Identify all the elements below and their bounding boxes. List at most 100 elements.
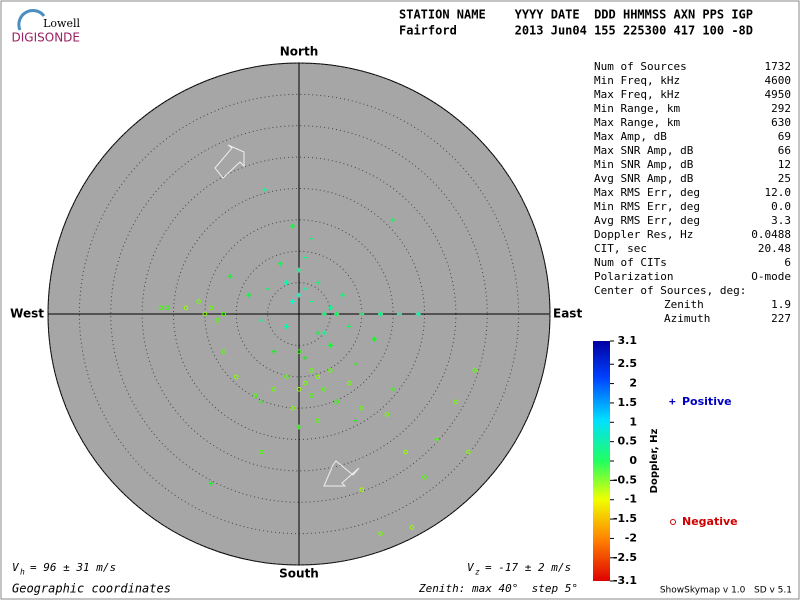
logo-bottom: DIGISONDE (12, 31, 80, 45)
stat-label: CIT, sec (594, 242, 647, 255)
source-positive (296, 267, 302, 273)
source-negative (221, 349, 226, 354)
source-positive (208, 480, 214, 486)
vz-text: = -17 ± 2 m/s (485, 561, 571, 574)
source-positive (415, 311, 421, 317)
stat-value: 69 (778, 130, 791, 143)
source-negative (328, 368, 333, 373)
zenith-info: Zenith: max 40° step 5° (418, 582, 578, 595)
source-positive (352, 418, 358, 424)
vh-sub: h (20, 568, 25, 577)
stat-label: Min SNR Amp, dB (594, 158, 694, 171)
source-positive (321, 330, 327, 336)
source-negative (215, 317, 220, 323)
source-negative (334, 399, 339, 405)
center-title: Center of Sources, deg: (594, 284, 746, 297)
colorbar-tick-label: 0 (629, 454, 637, 467)
source-positive (315, 330, 321, 336)
stat-label: Max RMS Err, deg (594, 186, 700, 199)
center-value: 1.9 (771, 298, 791, 311)
stat-value: 630 (771, 116, 791, 129)
colorbar-tick-label: -1 (625, 493, 637, 506)
legend-positive: Positive (682, 395, 732, 408)
stat-value: 3.3 (771, 214, 791, 227)
source-positive (262, 187, 268, 193)
stat-label: Avg SNR Amp, dB (594, 172, 694, 185)
source-negative (472, 368, 478, 373)
source-negative (359, 405, 365, 411)
center-label: Zenith (664, 298, 704, 311)
source-negative (409, 525, 415, 530)
stat-value: 12.0 (765, 186, 792, 199)
source-negative (196, 299, 201, 304)
source-positive (246, 292, 252, 298)
source-positive (352, 361, 358, 367)
source-positive (302, 255, 308, 261)
stat-label: Max SNR Amp, dB (594, 144, 694, 157)
vz-v: V (467, 561, 475, 574)
source-positive (296, 424, 302, 430)
source-positive (327, 305, 333, 311)
source-negative (164, 305, 170, 311)
source-positive (359, 311, 365, 317)
source-positive (396, 311, 402, 317)
vh-text: = 96 ± 31 m/s (30, 561, 116, 574)
stat-label: Polarization (594, 270, 673, 283)
colorbar-label: Doppler, Hz (649, 429, 660, 494)
coords: Geographic coordinates (12, 582, 171, 596)
header-row: Fairford 2013 Jun04 155 225300 417 100 -… (399, 24, 753, 38)
source-positive (258, 317, 264, 323)
source-positive (378, 311, 384, 317)
source-negative (271, 387, 277, 392)
source-negative (422, 474, 427, 480)
stat-value: 4950 (765, 88, 792, 101)
stat-label: Avg RMS Err, deg (594, 214, 700, 227)
source-negative (158, 305, 164, 311)
stat-label: Min Range, km (594, 102, 680, 115)
stat-value: 6 (784, 256, 791, 269)
source-positive (390, 217, 396, 223)
source-positive (371, 336, 377, 342)
stat-label: Doppler Res, Hz (594, 228, 693, 241)
source-negative (221, 311, 226, 317)
colorbar-tick-label: 2 (629, 377, 637, 390)
source-negative (296, 349, 302, 354)
colorbar-tick-label: 1 (629, 415, 637, 428)
source-positive (434, 437, 440, 442)
source-positive (302, 355, 308, 361)
stat-label: Min RMS Err, deg (594, 200, 700, 213)
dir-south: South (279, 567, 319, 581)
header-columns: STATION NAME YYYY DATE DDD HHMMSS AXN PP… (399, 8, 753, 22)
dir-east: East (553, 307, 582, 321)
stat-value: 1732 (765, 60, 792, 73)
source-positive (340, 292, 346, 298)
source-positive (296, 292, 302, 298)
colorbar-tick-label: -2 (625, 531, 637, 544)
arrow (323, 460, 360, 487)
stat-label: Min Freq, kHz (594, 74, 680, 87)
source-negative (466, 449, 471, 455)
stat-label: Max Freq, kHz (594, 88, 680, 101)
stat-value: 4600 (765, 74, 792, 87)
source-positive (327, 342, 333, 348)
source-positive (309, 236, 315, 242)
source-positive (290, 223, 296, 229)
colorbar-tick-label: 2.5 (618, 357, 638, 370)
legend-negative: Negative (682, 515, 738, 528)
source-positive (346, 324, 352, 330)
source-positive (277, 261, 283, 267)
source-positive (321, 311, 327, 317)
colorbar-tick-label: 3.1 (618, 334, 638, 347)
center-label: Azimuth (664, 312, 710, 325)
stat-label: Num of CITs (594, 256, 667, 269)
arrow (214, 144, 245, 179)
source-negative (284, 374, 289, 380)
source-negative (359, 487, 365, 493)
stat-value: 66 (778, 144, 791, 157)
source-positive (283, 280, 289, 286)
source-negative (208, 305, 214, 311)
stat-value: 0.0488 (751, 228, 791, 241)
source-positive (227, 273, 233, 279)
